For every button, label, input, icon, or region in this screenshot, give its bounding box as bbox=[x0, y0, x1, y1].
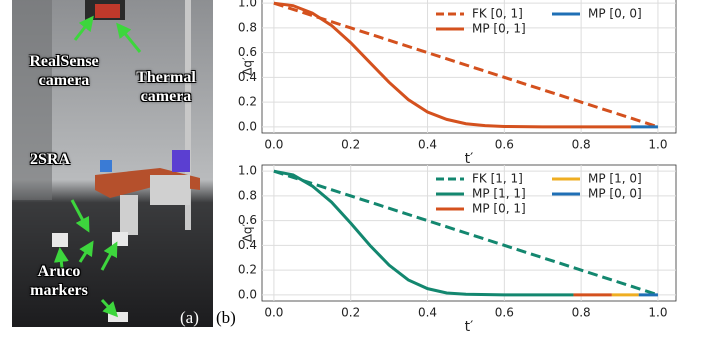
x-tick-label: 0.0 bbox=[264, 306, 283, 320]
y-tick-label: 0.8 bbox=[238, 20, 257, 34]
y-tick-label: 1.0 bbox=[238, 164, 257, 178]
x-tick-label: 0.8 bbox=[572, 306, 591, 320]
y-tick-label: 0.8 bbox=[238, 188, 257, 202]
y-axis-label: Δq′ bbox=[241, 57, 255, 76]
y-tick-label: 0.6 bbox=[238, 213, 257, 227]
legend-label: MP [1, 1] bbox=[472, 187, 526, 201]
photo bbox=[12, 0, 213, 327]
x-tick-label: 0.2 bbox=[341, 138, 360, 152]
panel-label: (a) bbox=[180, 308, 199, 327]
y-tick-label: 0.6 bbox=[238, 45, 257, 59]
x-tick-label: 1.0 bbox=[648, 306, 667, 320]
legend-label: FK [0, 1] bbox=[472, 7, 523, 21]
legend-label: MP [0, 1] bbox=[472, 22, 526, 36]
y-tick-label: 1.0 bbox=[238, 0, 257, 10]
legend-label: MP [1, 0] bbox=[588, 172, 642, 186]
x-tick-label: 0.2 bbox=[341, 306, 360, 320]
x-axis-label: t′ bbox=[465, 319, 474, 335]
y-tick-label: 0.0 bbox=[238, 119, 257, 133]
x-tick-label: 0.6 bbox=[495, 306, 514, 320]
y-tick-label: 0.4 bbox=[238, 70, 257, 84]
series-line bbox=[273, 1, 632, 129]
x-tick-label: 0.6 bbox=[495, 138, 514, 152]
photo-label: Thermal camera bbox=[136, 69, 196, 105]
photo-label: 2SRA bbox=[29, 151, 70, 168]
y-tick-label: 0.4 bbox=[238, 238, 257, 252]
x-tick-label: 1.0 bbox=[648, 138, 667, 152]
y-tick-label: 0.0 bbox=[238, 287, 257, 301]
photo-label: RealSense camera bbox=[29, 53, 99, 89]
x-tick-label: 0.4 bbox=[418, 138, 437, 152]
legend-label: MP [0, 0] bbox=[588, 187, 642, 201]
legend-label: FK [1, 1] bbox=[472, 172, 523, 186]
legend-label: MP [0, 1] bbox=[472, 202, 526, 216]
x-tick-label: 0.0 bbox=[264, 138, 283, 152]
x-axis-label: t′ bbox=[465, 151, 474, 167]
panel-label: (b) bbox=[216, 308, 236, 327]
x-tick-label: 0.4 bbox=[418, 306, 437, 320]
y-tick-label: 0.2 bbox=[238, 263, 257, 277]
legend-label: MP [0, 0] bbox=[588, 7, 642, 21]
y-tick-label: 0.2 bbox=[238, 95, 257, 109]
series-line bbox=[273, 1, 659, 129]
series-line bbox=[273, 169, 574, 297]
photo-label: Aruco markers bbox=[30, 263, 88, 299]
x-tick-label: 0.8 bbox=[572, 138, 591, 152]
series-line bbox=[273, 169, 659, 297]
y-axis-label: Δq′ bbox=[241, 223, 255, 242]
